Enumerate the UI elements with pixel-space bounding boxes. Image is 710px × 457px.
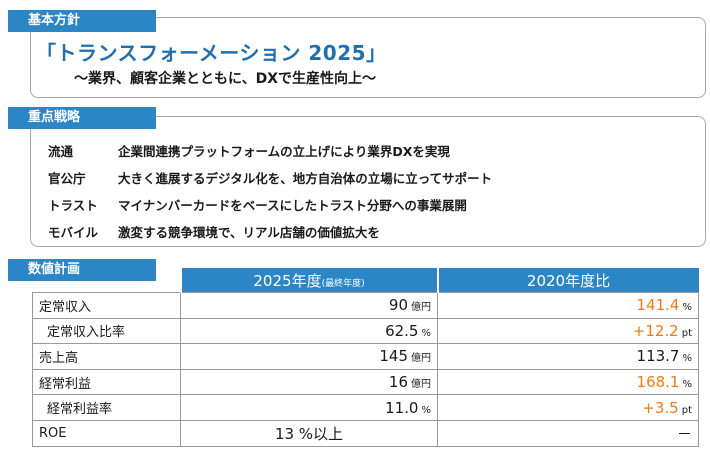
targets-table: 2025年度(最終年度) 2020年度比 定常収入 90 億円 141.4% 定常…: [32, 268, 699, 447]
strategy-description: マイナンバーカードをベースにしたトラスト分野への事業展開: [118, 198, 467, 213]
targets-section-tag: 数値計画: [8, 259, 156, 281]
strategy-item: 官公庁 大きく進展するデジタル化を、地方自治体の立場に立ってサポート: [48, 168, 492, 187]
value-2025: 13 %以上: [180, 419, 438, 447]
policy-headline: 「トランスフォーメーション 2025」: [36, 41, 387, 65]
value-number: +12.2: [632, 321, 679, 340]
value-vs-2020: +3.5 pt: [437, 394, 699, 421]
col-2025-note: (最終年度): [321, 278, 365, 289]
table-row: 経常利益率 11.0% +3.5 pt: [32, 394, 699, 421]
value-number: 11.0: [385, 398, 419, 417]
value-number: 13 %以上: [274, 424, 344, 443]
value-number: 16: [388, 373, 408, 392]
value-number: 145: [379, 347, 408, 366]
strategy-category: 官公庁: [48, 171, 86, 186]
value-unit: 億円: [411, 353, 431, 365]
value-number: 90: [388, 296, 408, 315]
strategy-section-tag: 重点戦略: [8, 107, 156, 129]
strategy-description: 大きく進展するデジタル化を、地方自治体の立場に立ってサポート: [118, 171, 493, 186]
row-label: 経常利益: [32, 368, 181, 396]
value-unit: %: [682, 353, 692, 365]
row-label: 経常利益率: [32, 394, 181, 421]
value-vs-2020: +12.2 pt: [437, 317, 699, 345]
col-2025-label: 2025年度: [253, 271, 322, 290]
value-unit: %: [421, 327, 431, 339]
strategy-description: 企業間連携プラットフォームの立上げにより業界DXを実現: [118, 144, 450, 159]
value-2025: 90 億円: [180, 292, 438, 319]
table-header-blank: [33, 268, 181, 293]
strategy-category: トラスト: [48, 198, 98, 213]
strategy-description: 激変する競争環境で、リアル店舗の価値拡大を: [118, 225, 380, 240]
value-2025: 62.5%: [180, 317, 438, 345]
value-2025: 11.0%: [180, 394, 438, 421]
table-row: 定常収入 90 億円 141.4%: [32, 292, 699, 319]
value-2025: 145 億円: [180, 343, 438, 370]
value-2025: 16 億円: [180, 368, 438, 396]
table-row: 経常利益 16 億円 168.1%: [32, 368, 699, 396]
value-unit: 億円: [411, 302, 431, 314]
value-unit: %: [682, 302, 692, 314]
row-label: ROE: [32, 419, 181, 447]
strategy-item: モバイル 激変する競争環境で、リアル店舗の価値拡大を: [48, 222, 380, 241]
value-number: 62.5: [385, 321, 419, 340]
value-vs-2020: 168.1%: [437, 368, 699, 396]
value-number: 141.4: [636, 296, 680, 315]
value-unit: pt: [681, 327, 692, 339]
strategy-item: 流通 企業間連携プラットフォームの立上げにより業界DXを実現: [48, 141, 450, 160]
value-number: +3.5: [642, 398, 679, 417]
value-number: －: [676, 424, 692, 443]
policy-section-tag: 基本方針: [8, 10, 156, 32]
row-label: 売上高: [32, 343, 181, 370]
strategy-panel: [30, 116, 706, 247]
strategy-category: モバイル: [48, 225, 99, 240]
row-label: 定常収入比率: [32, 317, 181, 345]
value-vs-2020: 113.7%: [437, 343, 699, 370]
table-header-row: 2025年度(最終年度) 2020年度比: [33, 268, 699, 293]
table-row: 売上高 145 億円 113.7%: [32, 343, 699, 370]
strategy-category: 流通: [48, 144, 74, 159]
value-unit: %: [421, 404, 431, 416]
value-vs-2020: －: [437, 419, 699, 447]
value-number: 113.7: [636, 347, 680, 366]
strategy-item: トラスト マイナンバーカードをベースにしたトラスト分野への事業展開: [48, 195, 467, 214]
value-unit: pt: [681, 404, 692, 416]
value-vs-2020: 141.4%: [437, 292, 699, 319]
row-label: 定常収入: [32, 292, 181, 319]
table-row: 定常収入比率 62.5% +12.2 pt: [32, 317, 699, 345]
value-unit: %: [682, 379, 692, 391]
col-2020-ratio-header: 2020年度比: [436, 268, 699, 293]
value-number: 168.1: [636, 373, 680, 392]
value-unit: 億円: [411, 379, 431, 391]
col-2025-header: 2025年度(最終年度): [179, 268, 438, 293]
policy-subline: ～業界、顧客企業とともに、DXで生産性向上～: [74, 71, 376, 87]
table-row: ROE 13 %以上 －: [32, 419, 699, 447]
